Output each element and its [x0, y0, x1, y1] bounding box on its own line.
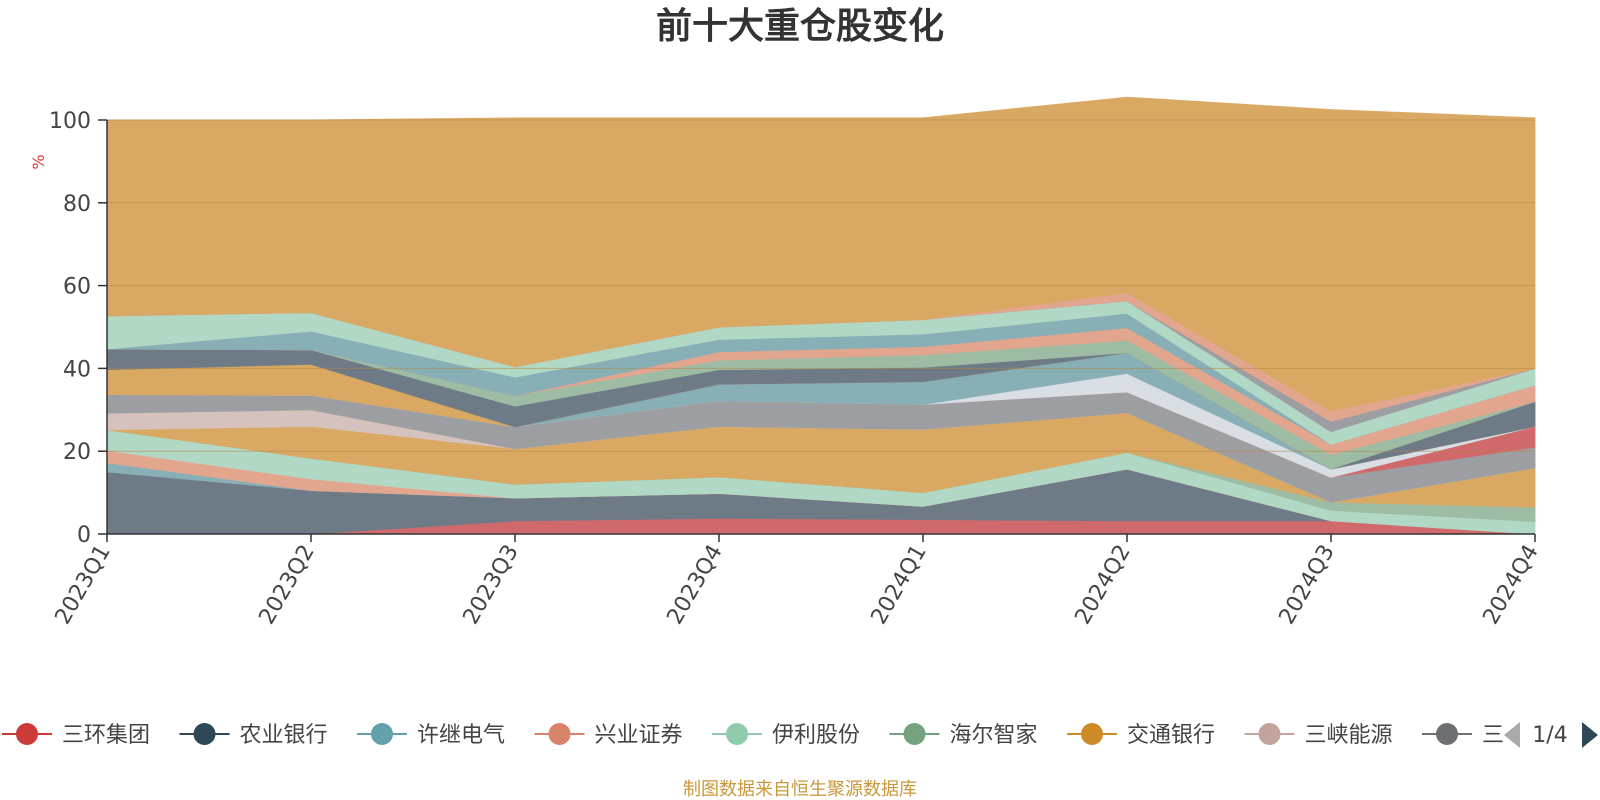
gridlines — [107, 119, 1535, 452]
legend-dot-icon — [903, 723, 926, 745]
legend-prev-icon[interactable] — [1504, 722, 1520, 748]
x-axis-ticks: 2023Q1 2023Q2 2023Q3 2023Q4 2024Q1 2024Q2 2024… — [51, 534, 1544, 629]
chart-title: 前十大重仓股变化 — [656, 5, 944, 47]
legend-dot-icon — [1081, 723, 1103, 745]
legend-item-3[interactable]: 兴业证券 — [534, 723, 683, 748]
plot-areas[interactable] — [106, 96, 1536, 535]
x-tick-label-4: 2024Q1 — [867, 541, 932, 629]
legend-item-1[interactable]: 农业银行 — [179, 723, 328, 748]
legend-label: 伊利股份 — [772, 723, 860, 748]
y-tick-label-0: 0 — [77, 523, 91, 548]
x-tick-label-3: 2023Q4 — [663, 541, 728, 629]
y-axis-ticks: 0 20 40 60 80 100 — [49, 109, 107, 548]
footer-source: 制图数据来自恒生聚源数据库 — [683, 779, 917, 800]
legend-label: 农业银行 — [240, 723, 328, 748]
legend-item-8[interactable]: 三 — [1422, 723, 1504, 748]
legend-page-indicator: 1/4 — [1532, 723, 1567, 748]
legend-dot-icon — [1258, 723, 1281, 745]
legend-dot-icon — [548, 723, 571, 745]
x-tick-label-0: 2023Q1 — [51, 541, 116, 629]
x-tick-label-6: 2024Q3 — [1275, 541, 1340, 629]
x-tick-label-7: 2024Q4 — [1479, 541, 1544, 629]
legend-dot-icon — [16, 723, 38, 745]
x-tick-label-5: 2024Q2 — [1071, 541, 1136, 629]
y-tick-label-100: 100 — [49, 109, 91, 134]
legend-label: 三峡能源 — [1305, 723, 1393, 748]
legend-dot-icon — [193, 723, 216, 745]
legend-item-6[interactable]: 交通银行 — [1067, 723, 1215, 748]
legend-item-4[interactable]: 伊利股份 — [712, 723, 860, 748]
legend-item-5[interactable]: 海尔智家 — [889, 723, 1038, 748]
legend-label: 兴业证券 — [595, 723, 683, 748]
legend-label: 许继电气 — [417, 723, 505, 748]
legend-dot-icon — [726, 723, 748, 745]
legend-label: 三 — [1482, 723, 1504, 748]
x-tick-label-1: 2023Q2 — [255, 541, 320, 629]
y-tick-label-40: 40 — [63, 357, 91, 382]
y-tick-label-20: 20 — [63, 440, 91, 465]
y-axis-unit: % — [29, 154, 48, 169]
x-tick-label-2: 2023Q3 — [459, 541, 524, 629]
legend-pager[interactable]: 1/4 — [1504, 722, 1598, 748]
legend-item-7[interactable]: 三峡能源 — [1244, 723, 1393, 748]
legend[interactable]: 三环集团 农业银行 许继电气 兴业证券 伊利股份 海尔智家 交通银行 三峡能源 三 — [2, 723, 1504, 748]
legend-dot-icon — [1436, 723, 1458, 745]
legend-label: 三环集团 — [62, 723, 150, 748]
legend-next-icon[interactable] — [1582, 722, 1598, 748]
y-tick-label-60: 60 — [63, 275, 91, 300]
legend-label: 海尔智家 — [950, 723, 1038, 748]
legend-dot-icon — [371, 723, 393, 745]
y-tick-label-80: 80 — [63, 192, 91, 217]
legend-item-2[interactable]: 许继电气 — [357, 723, 505, 748]
axes — [106, 120, 1535, 535]
legend-label: 交通银行 — [1127, 723, 1215, 748]
legend-item-0[interactable]: 三环集团 — [2, 723, 150, 748]
